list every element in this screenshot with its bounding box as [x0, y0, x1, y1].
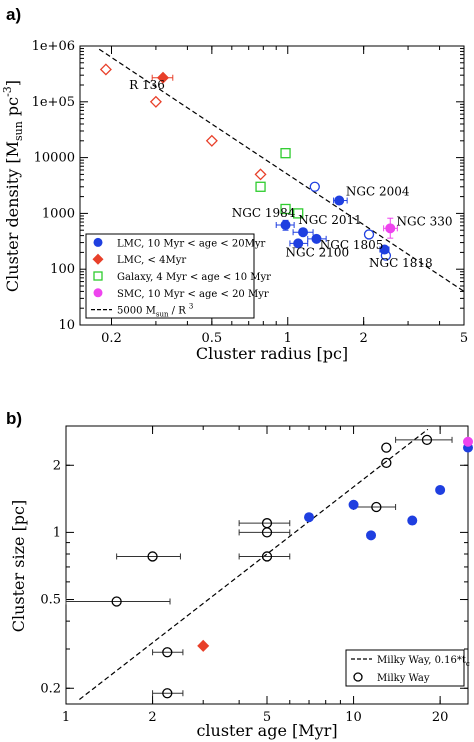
data-point	[293, 208, 304, 219]
data-point	[254, 168, 267, 181]
panel-b-ylabel: Cluster size [pc]	[9, 500, 28, 633]
x-tick-label: 1	[62, 710, 70, 725]
data-point	[334, 195, 345, 206]
y-tick-label: 1e+06	[32, 39, 75, 54]
legend-label: LMC, 10 Myr < age < 20Myr	[117, 238, 265, 249]
legend-box	[85, 233, 255, 319]
point-annotation: R 136	[129, 78, 165, 92]
panel-a-data	[98, 48, 465, 292]
point-annotation: NGC 2011	[298, 213, 362, 227]
legend-label: LMC, < 4Myr	[117, 255, 186, 266]
panel-b-legend: Milky Way, 0.16*tc Milky Way	[345, 649, 470, 687]
data-point	[407, 515, 418, 526]
panel-b-label: b)	[6, 409, 22, 428]
legend-label: Milky Way, 0.16*tc	[377, 655, 470, 668]
point-annotation: NGC 1805	[320, 238, 384, 252]
data-point	[280, 219, 291, 230]
point-annotation: NGC 1984	[232, 206, 296, 220]
legend-marker	[93, 271, 103, 281]
legend-marker	[353, 672, 363, 682]
data-point	[147, 551, 158, 562]
data-point	[293, 238, 304, 249]
x-tick-label: 0.2	[101, 331, 122, 346]
legend-marker	[93, 288, 103, 298]
panel-a-xlabel: Cluster radius [pc]	[196, 344, 348, 363]
data-point	[363, 229, 375, 240]
legend-label: SMC, 10 Myr < age < 20 Myr	[117, 289, 269, 300]
legend-box	[345, 649, 465, 687]
point-annotation: NGC 1818	[369, 256, 433, 270]
panel-b-xlabel: cluster age [Myr]	[196, 721, 337, 740]
data-point	[385, 223, 396, 234]
legend-marker	[93, 237, 103, 247]
data-point	[255, 181, 266, 192]
y-tick-label: 10000	[34, 151, 75, 166]
data-point	[371, 501, 382, 513]
data-point	[280, 203, 291, 215]
data-point	[205, 134, 218, 147]
data-point	[261, 527, 273, 538]
panel-a-legend: LMC, 10 Myr < age < 20Myr LMC, < 4Myr Gala…	[85, 233, 271, 319]
legend-label: Galaxy, 4 Myr < age < 10 Myr	[117, 272, 271, 283]
data-point	[99, 63, 112, 76]
legend-label: 5000 Msun / R 3	[117, 303, 193, 319]
panel-a-plot-frame	[79, 45, 465, 326]
x-tick-label: 2	[148, 710, 156, 725]
x-tick-label: 5	[263, 710, 271, 725]
point-annotation: NGC 330	[397, 214, 453, 228]
y-tick-label: 2	[53, 458, 61, 473]
data-point	[381, 442, 392, 453]
y-tick-label: 1	[53, 525, 61, 540]
data-point	[309, 181, 320, 192]
data-point	[381, 457, 392, 469]
data-point	[162, 647, 173, 658]
x-tick-label: 0.5	[202, 331, 223, 346]
data-point	[435, 484, 446, 495]
data-point	[197, 639, 210, 652]
fit-line	[98, 48, 465, 292]
x-tick-label: 10	[345, 710, 362, 725]
data-point	[261, 551, 273, 562]
x-tick-label: 2	[360, 331, 368, 346]
panel-b-data	[65, 428, 473, 700]
data-point	[348, 499, 359, 510]
y-tick-label: 1000	[42, 206, 75, 221]
y-tick-label: 0.2	[40, 681, 61, 696]
data-point	[280, 148, 291, 159]
data-point	[156, 71, 169, 84]
data-point	[311, 233, 322, 244]
data-point	[366, 530, 377, 541]
data-point	[298, 227, 309, 238]
y-tick-label: 1e+05	[32, 95, 75, 110]
x-tick-label: 1	[284, 331, 292, 346]
point-annotation: NGC 2100	[286, 245, 350, 259]
panel-a-axes: 0.2 0.5 1 2 5 10 100 1000 10000 1e+05 1e+06	[32, 39, 469, 346]
panel-b-axes: 1 2 5 10 20 0.2 0.5 1 2	[40, 426, 468, 725]
data-point	[162, 688, 173, 699]
y-tick-label: 100	[50, 262, 75, 277]
panel-a: a) 0.2 0.5 1 2 5 10 100 1000 10000 1e+05 1e+06 R 1…	[1, 5, 468, 363]
panel-a-label: a)	[6, 5, 21, 24]
data-point	[304, 512, 315, 523]
x-tick-label: 20	[432, 710, 449, 725]
data-point	[379, 244, 390, 255]
panel-a-ylabel: Cluster density [Msun pc-3]	[1, 80, 25, 292]
y-tick-label: 10	[58, 318, 75, 333]
data-point	[149, 95, 162, 108]
fit-line	[79, 428, 429, 700]
data-point	[463, 436, 473, 447]
x-tick-label: 5	[460, 331, 468, 346]
data-point	[111, 596, 122, 607]
data-point	[421, 434, 433, 446]
legend-label: Milky Way	[377, 673, 430, 684]
point-annotation: NGC 2004	[346, 184, 410, 198]
y-tick-label: 0.5	[40, 593, 61, 608]
panel-b: b) 1 2 5 10 20 0.2 0.5 1 2 cluster age [Myr] Clu…	[6, 409, 473, 740]
legend-marker	[92, 253, 104, 265]
